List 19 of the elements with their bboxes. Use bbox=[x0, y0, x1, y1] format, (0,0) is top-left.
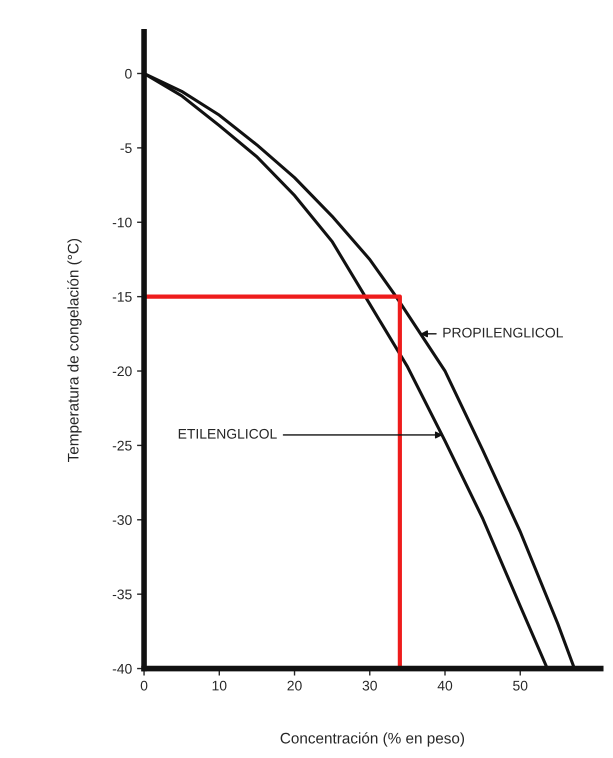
y-tick-label: -35 bbox=[112, 590, 132, 600]
y-tick-label: -20 bbox=[112, 366, 132, 376]
annotation: ETILENGLICOL bbox=[178, 428, 277, 439]
x-tick-label: 20 bbox=[288, 680, 302, 691]
x-tick-label: 30 bbox=[362, 680, 377, 691]
x-tick-label: 50 bbox=[513, 680, 528, 691]
annotation: PROPILENGLICOL bbox=[443, 328, 563, 338]
y-tick-label: -10 bbox=[112, 218, 132, 228]
y-tick-label: -25 bbox=[112, 440, 132, 451]
y-tick-label: -30 bbox=[112, 515, 132, 525]
y-tick-label: -15 bbox=[112, 292, 132, 302]
y-axis-title: Temperatura de congelación (°C) bbox=[67, 238, 82, 462]
x-axis-title: Concentración (% en peso) bbox=[280, 732, 464, 747]
y-tick-label: -5 bbox=[120, 143, 132, 154]
x-tick-label: 0 bbox=[140, 680, 148, 691]
x-tick-label: 40 bbox=[438, 680, 452, 691]
y-tick-label: 0 bbox=[125, 68, 132, 79]
x-tick-label: 10 bbox=[212, 680, 226, 691]
y-tick-label: -40 bbox=[112, 664, 132, 674]
